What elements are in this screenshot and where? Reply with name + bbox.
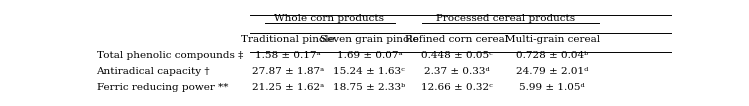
Text: 18.75 ± 2.33ᵇ: 18.75 ± 2.33ᵇ: [333, 83, 405, 92]
Text: Ferric reducing power **: Ferric reducing power **: [97, 83, 228, 92]
Text: 2.37 ± 0.33ᵈ: 2.37 ± 0.33ᵈ: [423, 67, 489, 76]
Text: 24.79 ± 2.01ᵈ: 24.79 ± 2.01ᵈ: [516, 67, 589, 76]
Text: 27.87 ± 1.87ᵃ: 27.87 ± 1.87ᵃ: [252, 67, 324, 76]
Text: Total phenolic compounds ‡: Total phenolic compounds ‡: [97, 51, 243, 60]
Text: 1.69 ± 0.07ᵃ: 1.69 ± 0.07ᵃ: [336, 51, 402, 60]
Text: Multi-grain cereal: Multi-grain cereal: [505, 35, 600, 44]
Text: 15.24 ± 1.63ᶜ: 15.24 ± 1.63ᶜ: [333, 67, 405, 76]
Text: 5.99 ± 1.05ᵈ: 5.99 ± 1.05ᵈ: [519, 83, 585, 92]
Text: Whole corn products: Whole corn products: [273, 13, 383, 22]
Text: 1.58 ± 0.17ᵃ: 1.58 ± 0.17ᵃ: [255, 51, 321, 60]
Text: Processed cereal products: Processed cereal products: [436, 13, 575, 22]
Text: 12.66 ± 0.32ᶜ: 12.66 ± 0.32ᶜ: [420, 83, 492, 92]
Text: Seven grain pinole: Seven grain pinole: [320, 35, 419, 44]
Text: Antiradical capacity †: Antiradical capacity †: [97, 67, 210, 76]
Text: Traditional pinole: Traditional pinole: [241, 35, 335, 44]
Text: 0.728 ± 0.04ᵇ: 0.728 ± 0.04ᵇ: [516, 51, 588, 60]
Text: 0.448 ± 0.05ᶜ: 0.448 ± 0.05ᶜ: [420, 51, 492, 60]
Text: 21.25 ± 1.62ᵃ: 21.25 ± 1.62ᵃ: [252, 83, 324, 92]
Text: Refined corn cereal: Refined corn cereal: [405, 35, 508, 44]
